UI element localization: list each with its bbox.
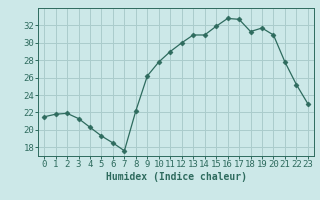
X-axis label: Humidex (Indice chaleur): Humidex (Indice chaleur) xyxy=(106,172,246,182)
